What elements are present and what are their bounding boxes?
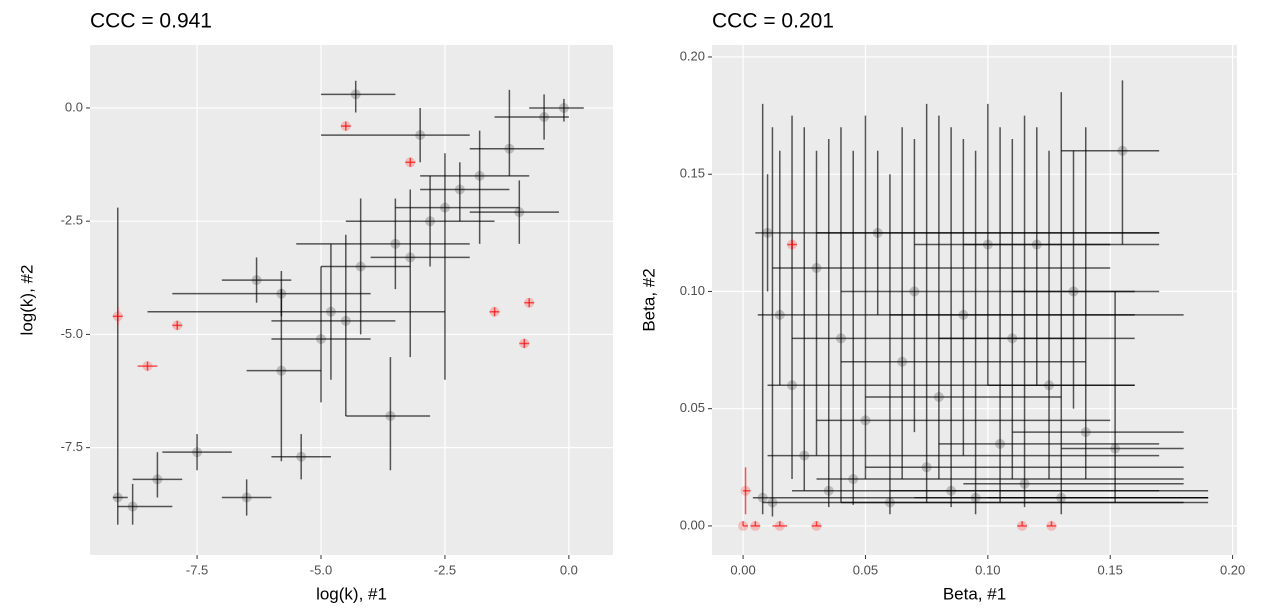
point [425,216,436,227]
point [519,338,530,349]
point [1019,478,1030,489]
point [1080,427,1091,438]
x-tick-label: -7.5 [186,562,208,577]
y-tick-label: 0.20 [680,48,705,63]
point [757,492,768,503]
x-tick-label: 0.05 [853,562,878,577]
point [774,520,785,531]
point [192,447,203,458]
y-tick-label: 0.10 [680,283,705,298]
point [1044,380,1055,391]
point [439,202,450,213]
point [539,112,550,123]
point [750,520,761,531]
point [970,492,981,503]
point [504,143,515,154]
point [738,520,749,531]
point [241,492,252,503]
point [489,306,500,317]
point [1117,145,1128,156]
point [558,102,569,113]
point [390,238,401,249]
y-tick-label: 0.15 [680,166,705,181]
x-tick-label: -2.5 [434,562,456,577]
plot-background [712,45,1237,555]
point [296,451,307,462]
point [127,501,138,512]
point [112,311,123,322]
point [474,170,485,181]
point [787,380,798,391]
point [767,497,778,508]
y-axis-title: Beta, #2 [639,268,658,331]
point [1046,520,1057,531]
point [799,450,810,461]
point [152,474,163,485]
point [350,89,361,100]
point [872,227,883,238]
point [1056,492,1067,503]
point [774,309,785,320]
point [860,415,871,426]
point [921,462,932,473]
point [454,184,465,195]
point [1110,443,1121,454]
x-tick-label: -5.0 [310,562,332,577]
point [933,391,944,402]
point [762,227,773,238]
point [848,474,859,485]
x-axis-title: log(k), #1 [316,584,387,603]
point [995,438,1006,449]
chart-title: CCC = 0.201 [712,10,834,33]
point [787,239,798,250]
y-tick-label: -7.5 [61,439,83,454]
point [958,309,969,320]
point [1007,333,1018,344]
point [112,492,123,503]
point [172,320,183,331]
point [811,520,822,531]
point [884,497,895,508]
x-tick-label: 0.0 [560,562,578,577]
x-tick-label: 0.15 [1098,562,1123,577]
point [1017,520,1028,531]
point [385,410,396,421]
point [946,485,957,496]
chart-title: CCC = 0.941 [90,10,212,33]
point [1068,286,1079,297]
y-tick-label: 0.00 [680,517,705,532]
point [740,485,751,496]
y-axis-title: log(k), #2 [17,265,36,336]
point [835,333,846,344]
point [897,356,908,367]
point [514,207,525,218]
point [340,315,351,326]
point [325,306,336,317]
point [142,361,153,372]
point [405,252,416,263]
y-tick-label: -2.5 [61,213,83,228]
point [276,365,287,376]
plot-background [90,45,613,555]
point [340,121,351,132]
y-tick-label: 0.0 [65,99,83,114]
point [251,275,262,286]
x-tick-label: 0.00 [730,562,755,577]
x-axis-title: Beta, #1 [943,584,1006,603]
point [316,333,327,344]
point [811,262,822,273]
x-tick-label: 0.20 [1220,562,1245,577]
y-tick-label: -5.0 [61,326,83,341]
point [405,157,416,168]
point [524,297,535,308]
y-tick-label: 0.05 [680,400,705,415]
point [355,261,366,272]
point [823,485,834,496]
point [1031,239,1042,250]
x-tick-label: 0.10 [975,562,1000,577]
point [909,286,920,297]
point [415,130,426,141]
